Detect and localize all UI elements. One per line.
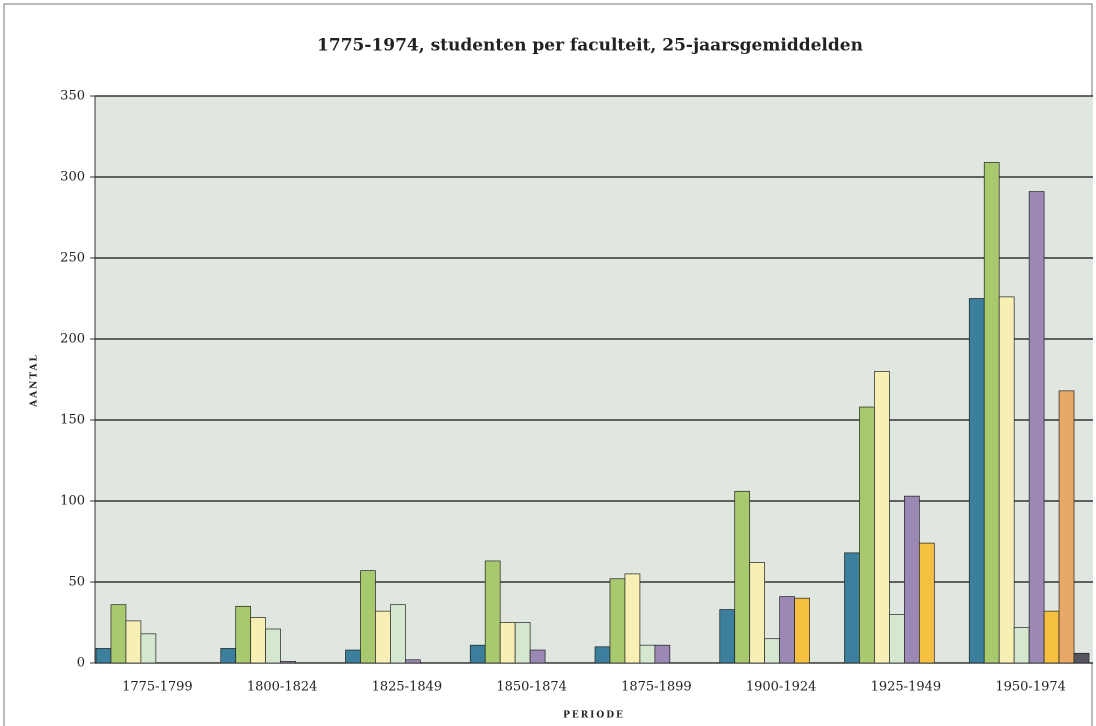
bar [280,661,296,664]
bar [734,490,751,664]
x-tick-label: 1775-1799 [122,680,193,695]
bar [968,298,985,664]
bar [360,570,376,664]
bar [469,644,486,664]
y-tick-label: 50 [68,575,85,590]
bar [764,638,780,664]
y-tick-label: 250 [60,251,85,266]
y-tick-label: 300 [60,170,85,185]
bar [1043,610,1060,664]
bar [125,620,142,664]
x-tick-label: 1850-1874 [496,680,567,695]
bar [844,552,860,664]
bar [624,573,641,664]
bar [345,649,361,664]
bar [983,162,1000,664]
bar [95,648,112,664]
y-axis-label: AANTAL [30,353,40,408]
plot-area [95,96,1093,663]
bar [794,597,810,664]
bar [499,622,516,664]
bar [609,578,626,664]
chart-title: 1775-1974, studenten per faculteit, 25-j… [317,36,863,56]
x-tick-label: 1950-1974 [995,680,1066,695]
bar [265,628,281,664]
bar [594,646,611,664]
bar [859,406,875,664]
x-tick-label: 1900-1924 [746,680,817,695]
bar [749,562,766,664]
x-tick-label: 1825-1849 [372,680,443,695]
x-tick-label: 1925-1949 [871,680,942,695]
bar [220,648,237,664]
bar [639,644,656,664]
bar [390,604,406,664]
bar [998,296,1015,664]
y-tick-label: 200 [60,332,85,347]
bar [719,609,736,664]
y-tick-label: 350 [60,89,85,104]
bar [779,596,795,664]
x-axis-label: PERIODE [563,711,625,721]
x-tick-label: 1800-1824 [247,680,318,695]
y-tick-label: 0 [77,656,85,671]
bar [484,560,501,664]
bar [514,622,531,664]
y-tick-label: 150 [60,413,85,428]
bar [1013,627,1030,664]
bar [654,644,671,664]
bar [250,617,267,664]
bar [1073,652,1090,664]
bar [529,649,546,664]
y-tick-label: 100 [60,494,85,509]
bar [904,495,920,664]
bar [889,614,905,664]
bar [405,659,421,664]
bar [235,605,252,664]
bar [110,604,127,664]
bar [375,610,391,664]
bar [874,371,890,664]
bar [1028,191,1045,664]
bar [1058,390,1075,664]
bar [918,542,935,664]
bar [140,633,157,664]
x-tick-label: 1875-1899 [621,680,692,695]
